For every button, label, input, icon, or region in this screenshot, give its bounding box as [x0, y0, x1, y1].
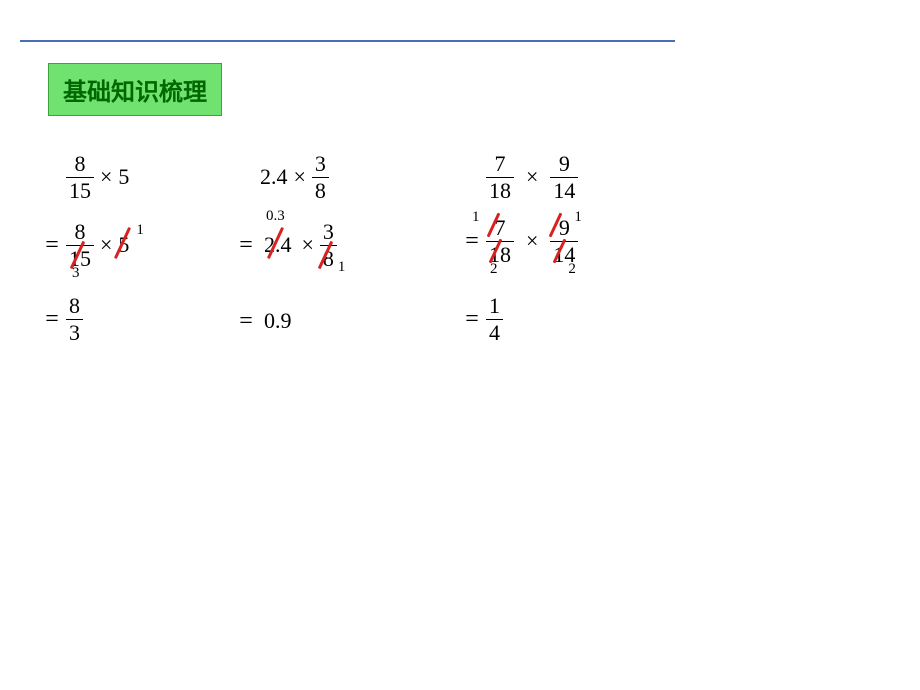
- p2-line3: = 0.9: [232, 294, 432, 348]
- p2-l1-lhs: 2.4: [260, 164, 288, 190]
- problem-2: 2.4 × 3 8 = 2.4 0.3 × 3 8 1 = 0.9: [232, 150, 432, 358]
- p1-l1-rhs: 5: [118, 164, 129, 190]
- multiply-sign: ×: [288, 164, 312, 190]
- equals-sign: =: [458, 228, 486, 255]
- p1-l2-rhs: 5 1: [118, 232, 129, 258]
- p3A-cancel-num-result: 1: [472, 210, 480, 226]
- p1-cancel-rhs-result: 1: [136, 222, 144, 239]
- multiply-sign: ×: [514, 228, 550, 254]
- p2-l2-frac: 3 8 1: [320, 220, 337, 269]
- p3-l2-fracB: 9 14 1 2: [550, 216, 578, 265]
- section-header: 基础知识梳理: [48, 63, 222, 116]
- p1-l1-frac: 8 15: [66, 152, 94, 201]
- p2-line1: 2.4 × 3 8: [232, 150, 432, 204]
- p3-result-frac: 1 4: [486, 294, 503, 343]
- equals-sign: =: [38, 306, 66, 333]
- section-header-text: 基础知识梳理: [63, 80, 207, 106]
- problem-1: 8 15 × 5 = 8 15 3 × 5 1 = 8 3: [38, 150, 228, 356]
- p1-result-frac: 8 3: [66, 294, 83, 343]
- p1-line3: = 8 3: [38, 292, 228, 346]
- equals-sign: =: [458, 306, 486, 333]
- multiply-sign: ×: [94, 164, 118, 190]
- p3B-cancel-den-result: 2: [568, 262, 576, 278]
- p1-cancel-den-result: 3: [72, 266, 80, 282]
- equals-sign: =: [232, 232, 260, 259]
- p1-line2: = 8 15 3 × 5 1: [38, 218, 228, 272]
- problem-3: 7 18 × 9 14 = 7 18 1 2 × 9 14 1 2 =: [458, 150, 678, 356]
- top-rule: [20, 40, 675, 42]
- p2-l2-lhs: 2.4 0.3: [260, 232, 296, 258]
- p3-l2-fracA: 7 18 1 2: [486, 216, 514, 265]
- p1-line1: 8 15 × 5: [38, 150, 228, 204]
- p3B-cancel-num-result: 1: [574, 210, 582, 226]
- p3A-cancel-den-result: 2: [490, 262, 498, 278]
- p2-line2: = 2.4 0.3 × 3 8 1: [232, 218, 432, 272]
- p2-l1-frac: 3 8: [312, 152, 329, 201]
- p3-l1-fracB: 9 14: [550, 152, 578, 201]
- p2-cancel-den-result: 1: [338, 260, 346, 276]
- multiply-sign: ×: [296, 232, 320, 258]
- multiply-sign: ×: [514, 164, 550, 190]
- p2-cancel-lhs-result: 0.3: [266, 208, 285, 225]
- p3-line3: = 1 4: [458, 292, 678, 346]
- equals-sign: =: [38, 232, 66, 259]
- p3-line2: = 7 18 1 2 × 9 14 1 2: [458, 214, 678, 268]
- p2-result: 0.9: [260, 308, 292, 334]
- p3-line1: 7 18 × 9 14: [458, 150, 678, 204]
- p3-l1-fracA: 7 18: [486, 152, 514, 201]
- p1-l2-frac: 8 15 3: [66, 220, 94, 269]
- equals-sign: =: [232, 308, 260, 335]
